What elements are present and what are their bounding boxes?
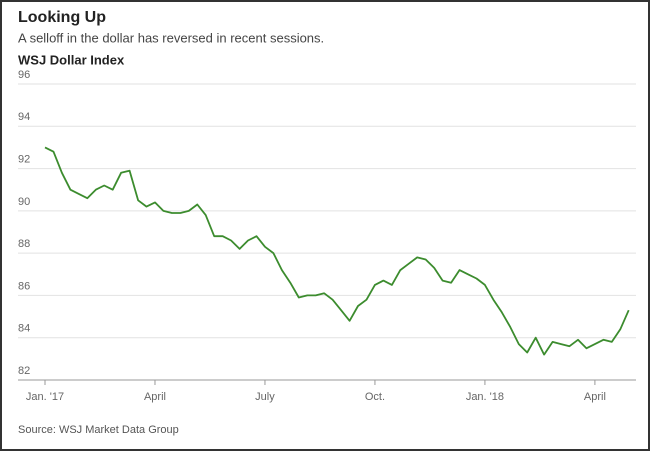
y-tick-label: 82 [18, 365, 30, 377]
y-tick-label: 96 [18, 69, 30, 81]
chart-title: Looking Up [18, 9, 106, 26]
y-tick-label: 88 [18, 238, 30, 250]
x-tick-label: April [144, 391, 166, 403]
y-axis-title: WSJ Dollar Index [18, 52, 125, 67]
y-tick-label: 86 [18, 280, 30, 292]
x-tick-label: Oct. [365, 391, 385, 403]
y-tick-label: 84 [18, 323, 30, 335]
y-tick-label: 90 [18, 196, 30, 208]
x-tick-label: July [255, 391, 275, 403]
y-tick-label: 92 [18, 153, 30, 165]
x-tick-label: Jan. '18 [466, 391, 504, 403]
x-tick-label: Jan. '17 [26, 391, 64, 403]
x-tick-label: April [584, 391, 606, 403]
y-tick-label: 94 [18, 111, 30, 123]
chart-subtitle: A selloff in the dollar has reversed in … [18, 30, 324, 45]
data-line [44, 146, 630, 356]
source-note: Source: WSJ Market Data Group [18, 424, 179, 436]
